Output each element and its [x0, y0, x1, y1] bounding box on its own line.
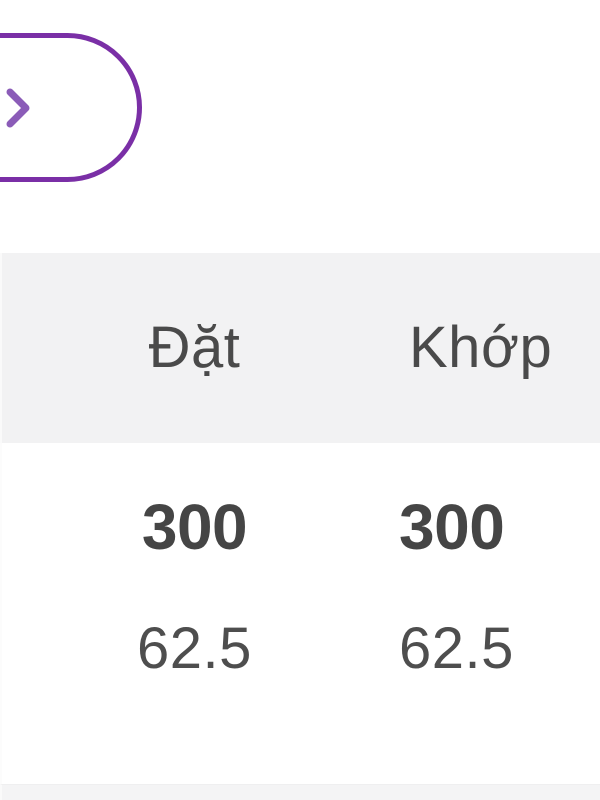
- dat-price-value: 62.5: [137, 616, 252, 681]
- dat-volume-value: 300: [141, 491, 248, 563]
- table-header-row: Đặt Khớp: [0, 253, 600, 443]
- khop-volume-value: 300: [399, 491, 505, 563]
- cell-dat: 300 62.5: [2, 443, 387, 784]
- top-toolbar-area: [0, 0, 600, 253]
- table-row[interactable]: 300 62.5 300 62.5: [0, 443, 600, 784]
- column-header-dat[interactable]: Đặt: [148, 315, 241, 380]
- chevron-right-icon: [3, 86, 33, 130]
- bottom-section-divider: [0, 784, 600, 800]
- cell-khop: 300 62.5: [387, 443, 600, 784]
- quote-table: Đặt Khớp 300 62.5 300 62.5: [0, 253, 600, 784]
- khop-price-value: 62.5: [399, 616, 514, 681]
- column-header-khop[interactable]: Khớp: [409, 315, 553, 380]
- expand-next-button[interactable]: [0, 33, 142, 182]
